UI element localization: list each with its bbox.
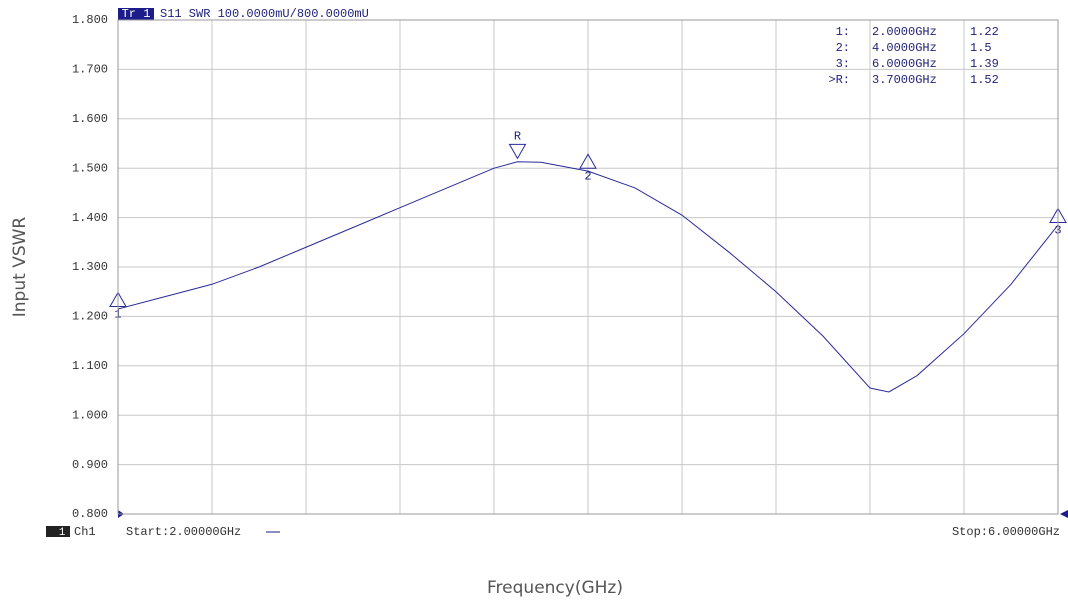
trace-tag: Tr 1 bbox=[122, 7, 151, 21]
marker-id: 2 bbox=[584, 169, 591, 183]
marker bbox=[508, 143, 527, 160]
marker-label: 1: bbox=[836, 25, 850, 39]
y-tick-label: 1.100 bbox=[72, 359, 108, 373]
y-tick-label: 1.800 bbox=[72, 13, 108, 27]
marker-label: 3: bbox=[836, 57, 850, 71]
marker-freq: 2.0000GHz bbox=[872, 25, 937, 39]
marker-freq: 4.0000GHz bbox=[872, 41, 937, 55]
y-axis-label: Input VSWR bbox=[10, 217, 30, 318]
marker-freq: 6.0000GHz bbox=[872, 57, 937, 71]
plot-frame bbox=[117, 19, 1059, 515]
y-tick-label: 1.600 bbox=[72, 112, 108, 126]
line bbox=[117, 161, 1059, 393]
stop-label: Stop:6.00000GHz bbox=[952, 525, 1060, 539]
x-axis-label: Frequency(GHz) bbox=[487, 578, 623, 598]
start-label: Start:2.00000GHz bbox=[126, 525, 241, 539]
marker bbox=[579, 153, 597, 169]
stop-pointer bbox=[1060, 510, 1068, 518]
y-tick-label: 0.900 bbox=[72, 458, 108, 472]
marker-value: 1.52 bbox=[970, 73, 999, 87]
channel-tag-box bbox=[46, 526, 70, 537]
marker-value: 1.5 bbox=[970, 41, 992, 55]
marker-value: 1.39 bbox=[970, 57, 999, 71]
chart-title: S11 SWR 100.0000mU/800.0000mU bbox=[160, 7, 369, 21]
y-tick-label: 0.800 bbox=[72, 507, 108, 521]
y-tick-label: 1.300 bbox=[72, 260, 108, 274]
marker-freq: 3.7000GHz bbox=[872, 73, 937, 87]
y-tick-label: 1.400 bbox=[72, 211, 108, 225]
y-tick-label: 1.000 bbox=[72, 408, 108, 422]
y-tick-label: 1.700 bbox=[72, 63, 108, 77]
trace-tag-box bbox=[118, 8, 154, 20]
y-tick-label: 1.200 bbox=[72, 310, 108, 324]
marker-id: R bbox=[514, 129, 521, 143]
marker-value: 1.22 bbox=[970, 25, 999, 39]
channel-tag: 1 bbox=[59, 527, 66, 539]
marker-label: >R: bbox=[828, 73, 850, 87]
channel-label: Ch1 bbox=[74, 525, 96, 539]
marker-label: 2: bbox=[836, 41, 850, 55]
y-tick-label: 1.500 bbox=[72, 161, 108, 175]
